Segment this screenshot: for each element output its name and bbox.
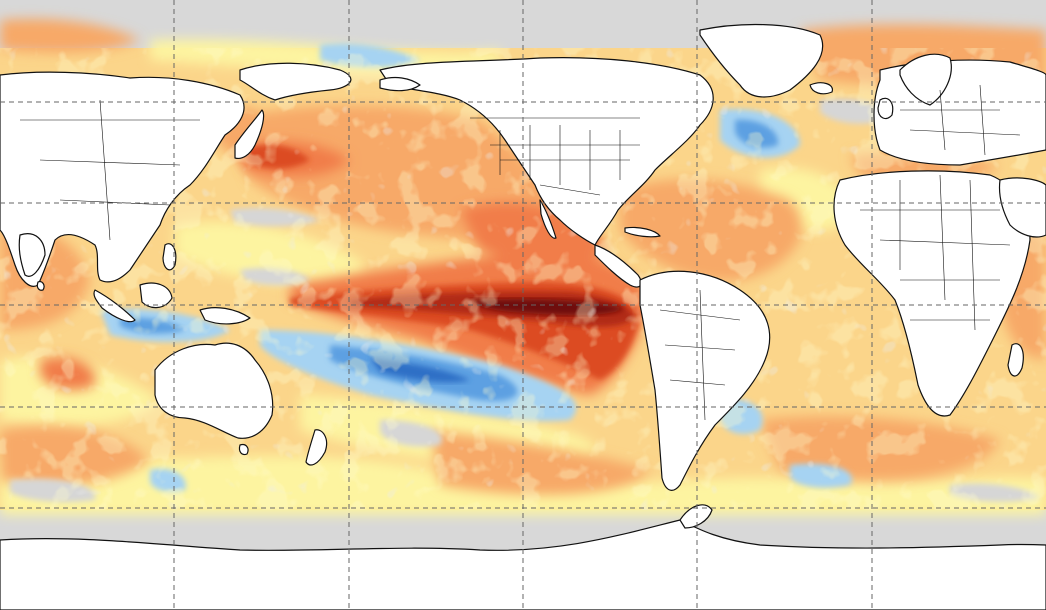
- scandinavia-landmass: [899, 53, 952, 106]
- iceland-island: [809, 82, 834, 95]
- border-asia: [20, 99, 200, 241]
- tasmania-island: [238, 443, 249, 456]
- new-guinea-island: [199, 307, 251, 325]
- sri-lanka-island: [36, 280, 45, 291]
- new-zealand-islands: [305, 429, 328, 466]
- borneo-island: [139, 282, 173, 309]
- border-us-states-2: [490, 144, 640, 161]
- baja-california: [539, 199, 557, 239]
- uk-islands: [877, 97, 894, 120]
- japan-islands: [234, 109, 265, 160]
- antarctic-peninsula: [679, 504, 713, 529]
- alaska-aleutians: [379, 76, 421, 92]
- sumatra-island: [93, 289, 136, 323]
- south-america-landmass: [639, 270, 771, 491]
- antarctica-landmass: [0, 519, 1046, 610]
- australia-landmass: [154, 342, 274, 439]
- political-borders: [20, 84, 1021, 421]
- border-us-states-1: [499, 125, 621, 190]
- greenland-landmass: [699, 23, 824, 98]
- land-masses: [0, 23, 1046, 610]
- border-africa-1: [860, 209, 1011, 321]
- india-landmass: [18, 233, 46, 277]
- kamchatka-landmass: [239, 62, 352, 101]
- border-south-america: [659, 289, 741, 421]
- north-america-landmass: [379, 57, 714, 246]
- border-us-mexico: [539, 184, 601, 196]
- border-europe: [900, 84, 1021, 156]
- cuba-island: [624, 226, 661, 238]
- philippines-islands: [162, 243, 177, 271]
- arctic-orange-left: [0, 18, 140, 53]
- africa-landmass: [833, 170, 1031, 417]
- madagascar-island: [1007, 343, 1024, 377]
